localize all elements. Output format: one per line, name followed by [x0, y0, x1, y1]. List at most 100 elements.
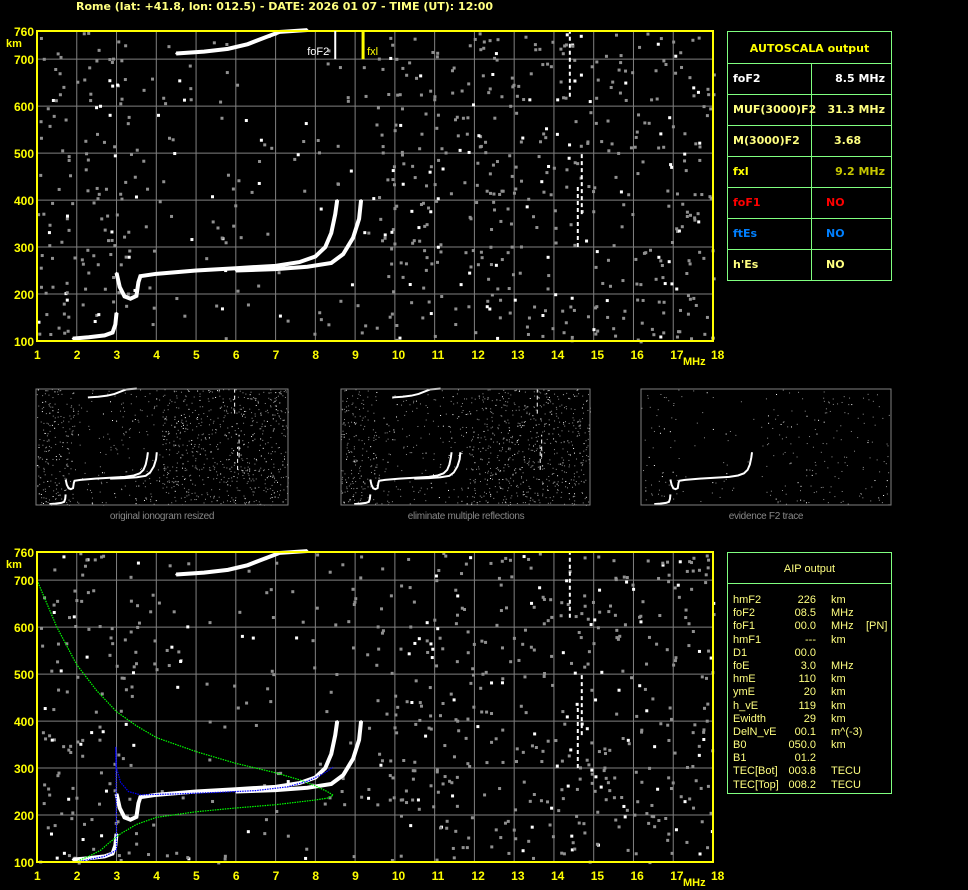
noise-dot	[803, 500, 805, 502]
noise-dot	[492, 432, 494, 434]
noise-dot	[343, 422, 345, 424]
noise-dot	[411, 164, 415, 168]
noise-dot	[182, 444, 184, 446]
noise-dot	[250, 480, 252, 482]
noise-dot	[391, 169, 395, 173]
noise-dot	[834, 496, 836, 498]
trace-point	[324, 767, 327, 770]
noise-dot	[522, 472, 524, 474]
noise-dot	[505, 478, 507, 480]
noise-dot	[537, 390, 539, 392]
noise-dot	[248, 477, 250, 479]
noise-dot	[392, 796, 396, 800]
noise-dot	[657, 255, 661, 259]
noise-dot	[487, 447, 489, 449]
noise-dot	[344, 390, 346, 392]
noise-dot	[556, 492, 558, 494]
noise-dot	[540, 420, 542, 422]
noise-dot	[648, 766, 652, 770]
noise-dot	[762, 445, 764, 447]
noise-dot	[456, 402, 458, 404]
noise-dot	[753, 418, 755, 420]
noise-dot	[400, 150, 404, 154]
aip-name: h_vE	[733, 699, 759, 712]
noise-dot	[542, 465, 544, 467]
noise-dot	[585, 449, 587, 451]
noise-dot	[71, 460, 73, 462]
noise-dot	[471, 667, 475, 671]
noise-dot	[773, 409, 775, 411]
noise-dot	[281, 411, 283, 413]
noise-dot	[279, 393, 281, 395]
noise-dot	[543, 404, 545, 406]
noise-dot	[384, 432, 386, 434]
noise-dot	[45, 413, 47, 415]
noise-dot	[467, 487, 469, 489]
noise-dot	[226, 490, 228, 492]
noise-dot	[876, 394, 878, 396]
noise-dot	[486, 502, 488, 504]
noise-dot	[460, 606, 464, 610]
noise-dot	[561, 52, 565, 56]
noise-dot	[770, 494, 772, 496]
noise-dot	[182, 98, 186, 102]
noise-dot	[528, 487, 530, 489]
noise-dot	[523, 628, 527, 632]
x-tick-label: 10	[392, 869, 406, 883]
noise-dot	[201, 421, 203, 423]
noise-dot	[462, 426, 464, 428]
noise-dot	[665, 481, 667, 483]
noise-dot	[105, 502, 107, 504]
noise-dot	[498, 482, 500, 484]
noise-dot	[120, 676, 124, 680]
noise-dot	[552, 403, 554, 405]
autoscala-value: 8.5 MHz	[835, 72, 885, 85]
noise-dot	[814, 428, 816, 430]
noise-dot	[213, 468, 215, 470]
noise-dot	[58, 453, 60, 455]
noise-dot	[506, 479, 508, 481]
noise-dot	[185, 449, 187, 451]
noise-dot	[504, 392, 506, 394]
noise-dot	[634, 257, 638, 261]
autoscala-row-fof2: foF2 8.5 MHz	[728, 64, 891, 95]
noise-dot	[174, 401, 176, 403]
noise-dot	[181, 483, 183, 485]
noise-dot	[502, 448, 504, 450]
noise-dot	[38, 447, 40, 449]
noise-dot	[519, 468, 521, 470]
noise-dot	[693, 723, 697, 727]
noise-dot	[420, 132, 424, 136]
noise-dot	[56, 459, 58, 461]
noise-dot	[198, 469, 200, 471]
noise-dot	[502, 398, 504, 400]
noise-dot	[142, 482, 144, 484]
noise-dot	[370, 486, 372, 488]
noise-dot	[66, 329, 70, 333]
noise-dot	[368, 436, 370, 438]
noise-dot	[353, 488, 355, 490]
noise-dot	[47, 502, 49, 504]
noise-dot	[508, 480, 510, 482]
noise-dot	[709, 196, 713, 200]
noise-dot	[457, 502, 459, 504]
noise-dot	[165, 648, 169, 652]
noise-dot	[354, 461, 356, 463]
noise-dot	[423, 249, 427, 253]
noise-dot	[202, 479, 204, 481]
noise-dot	[67, 448, 69, 450]
trace-model-profile	[36, 579, 335, 863]
noise-dot	[348, 477, 350, 479]
noise-dot	[361, 402, 363, 404]
noise-dot	[524, 404, 526, 406]
noise-dot	[244, 502, 246, 504]
noise-dot	[849, 397, 851, 399]
noise-dot	[208, 400, 210, 402]
noise-dot	[486, 463, 488, 465]
noise-dot	[43, 406, 45, 408]
noise-dot	[364, 443, 366, 445]
noise-dot	[257, 402, 259, 404]
noise-dot	[367, 787, 371, 791]
noise-dot	[694, 779, 698, 783]
noise-dot	[826, 443, 828, 445]
